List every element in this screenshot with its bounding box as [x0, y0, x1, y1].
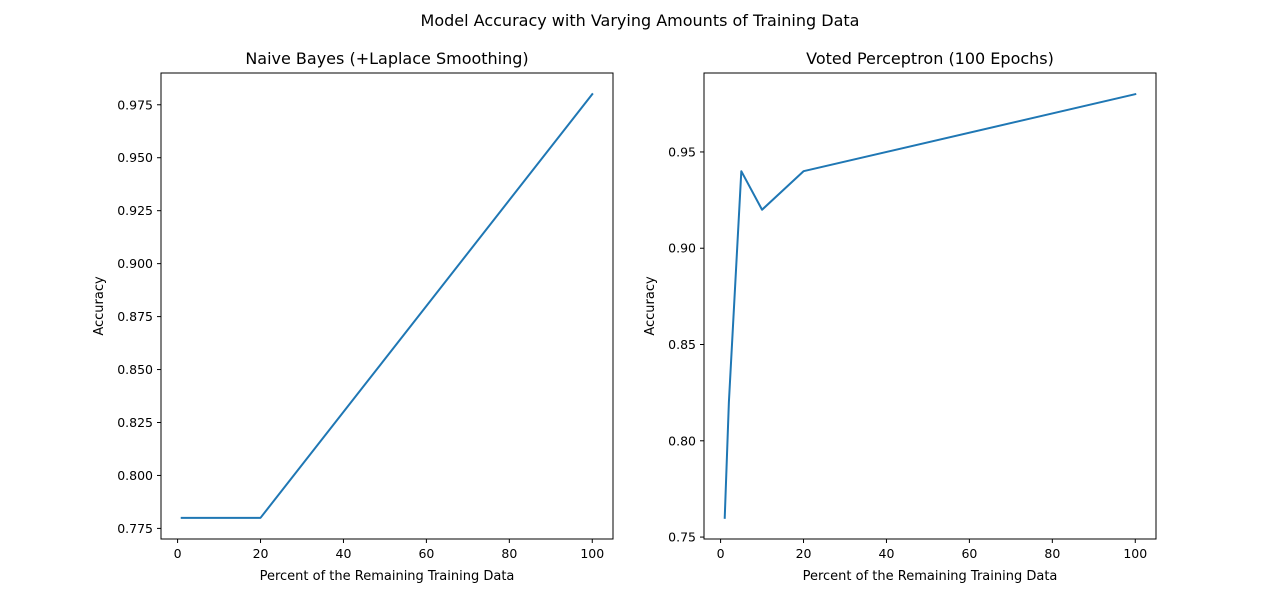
y-axis-label: Accuracy [92, 276, 107, 336]
x-axis-label: Percent of the Remaining Training Data [260, 569, 515, 584]
x-axis-ticks: 0 20 40 60 80 100 [717, 539, 1147, 561]
figure-title: Model Accuracy with Varying Amounts of T… [421, 11, 860, 30]
y-tick-label: 0.950 [117, 150, 153, 165]
x-tick-label: 100 [580, 546, 604, 561]
y-tick-label: 0.85 [668, 337, 696, 352]
y-tick-label: 0.75 [668, 530, 696, 545]
y-tick-label: 0.875 [117, 309, 153, 324]
series-line-0 [180, 92, 594, 519]
y-tick-label: 0.850 [117, 362, 153, 377]
y-tick-label: 0.775 [117, 521, 153, 536]
y-tick-label: 0.825 [117, 415, 153, 430]
x-tick-label: 0 [717, 546, 725, 561]
x-axis-label: Percent of the Remaining Training Data [803, 569, 1058, 584]
x-tick-label: 80 [1044, 546, 1060, 561]
x-tick-label: 100 [1123, 546, 1147, 561]
y-axis-label: Accuracy [643, 276, 658, 336]
subplot-title: Voted Perceptron (100 Epochs) [806, 49, 1054, 68]
y-tick-label: 0.975 [117, 97, 153, 112]
subplot-voted-perceptron: Voted Perceptron (100 Epochs) 0 20 40 60 80 1… [643, 49, 1157, 584]
plot-area [180, 92, 594, 519]
y-tick-label: 0.95 [668, 144, 696, 159]
x-tick-label: 60 [418, 546, 434, 561]
subplot-naive-bayes: Naive Bayes (+Laplace Smoothing) 0 20 40 60… [92, 49, 614, 584]
y-tick-label: 0.90 [668, 241, 696, 256]
x-tick-label: 40 [336, 546, 352, 561]
y-tick-label: 0.800 [117, 468, 153, 483]
x-tick-label: 80 [501, 546, 517, 561]
series-line-0 [723, 92, 1137, 519]
x-tick-label: 20 [796, 546, 812, 561]
subplot-title: Naive Bayes (+Laplace Smoothing) [245, 49, 528, 68]
x-tick-label: 20 [253, 546, 269, 561]
y-tick-label: 0.900 [117, 256, 153, 271]
y-axis-ticks: 0.775 0.800 0.825 0.850 0.875 0.900 0.925 0.950… [117, 97, 161, 536]
y-tick-label: 0.80 [668, 433, 696, 448]
y-axis-ticks: 0.75 0.80 0.85 0.90 0.95 [668, 144, 704, 545]
axes-frame [703, 72, 1157, 540]
x-tick-label: 0 [174, 546, 182, 561]
x-axis-ticks: 0 20 40 60 80 100 [174, 539, 604, 561]
y-tick-label: 0.925 [117, 203, 153, 218]
x-tick-label: 60 [961, 546, 977, 561]
x-tick-label: 40 [879, 546, 895, 561]
plot-area [723, 92, 1137, 519]
axes-frame [160, 72, 614, 540]
